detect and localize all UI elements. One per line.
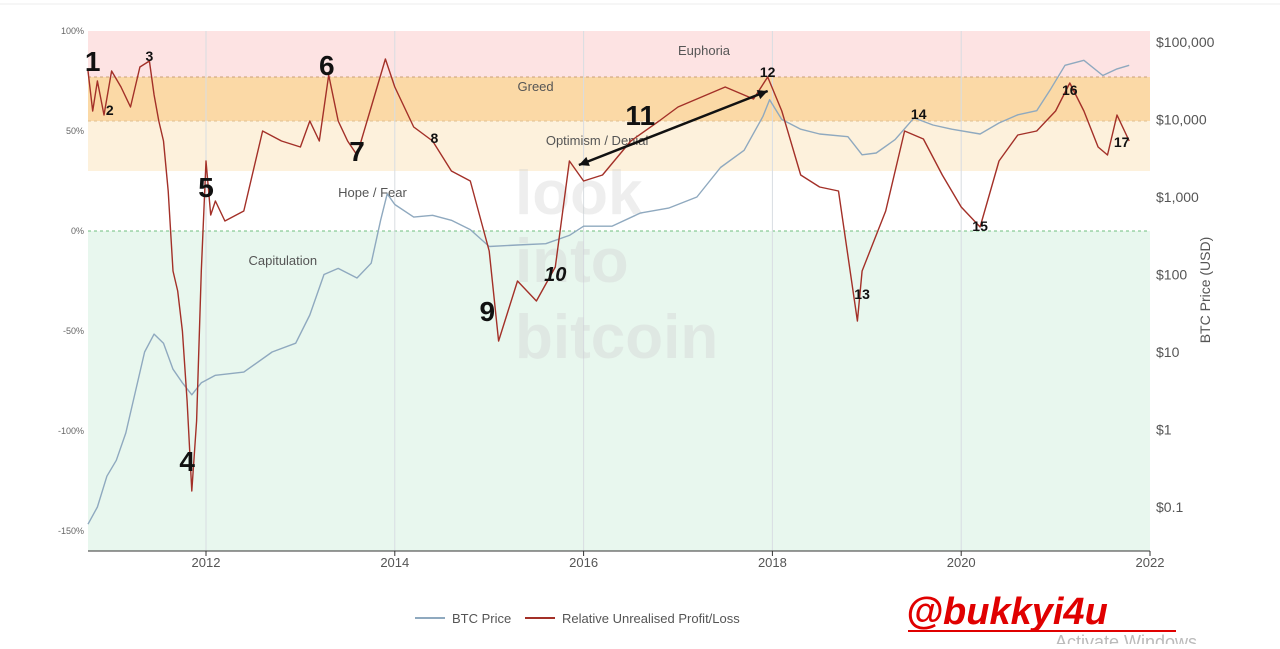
annotation-15: 15 xyxy=(972,218,988,234)
zone-band-0 xyxy=(88,31,1150,77)
zone-label-1: Greed xyxy=(518,79,554,94)
y-right-tick-label-1: $10,000 xyxy=(1156,112,1207,128)
zone-label-3: Hope / Fear xyxy=(338,185,407,200)
y-right-tick-label-2: $1,000 xyxy=(1156,189,1199,205)
series-line-0 xyxy=(87,59,1130,525)
annotation-7: 7 xyxy=(349,136,365,167)
y-right-tick-label-3: $100 xyxy=(1156,267,1187,283)
x-tick-label-3: 2018 xyxy=(758,555,787,570)
annotation-6: 6 xyxy=(319,50,335,81)
y-left-tick-label-4: -100% xyxy=(58,426,84,436)
x-tick-label-1: 2014 xyxy=(380,555,409,570)
annotation-5: 5 xyxy=(198,172,214,203)
annotation-3: 3 xyxy=(145,48,153,64)
y-left-tick-label-2: 0% xyxy=(71,226,84,236)
y-left-tick-label-3: -50% xyxy=(63,326,84,336)
zone-band-1 xyxy=(88,77,1150,121)
legend-label-1: Relative Unrealised Profit/Loss xyxy=(562,611,740,626)
y2-axis-title: BTC Price (USD) xyxy=(1197,237,1213,344)
annotation-arrow-head-start xyxy=(578,156,590,166)
annotation-arrow-head-end xyxy=(756,90,768,100)
y-left-tick-label-1: 50% xyxy=(66,126,84,136)
annotation-11: 11 xyxy=(625,100,655,131)
watermark-line-1: look xyxy=(515,159,643,228)
y-right-tick-label-6: $0.1 xyxy=(1156,499,1183,515)
annotation-17: 17 xyxy=(1114,134,1130,150)
annotation-16: 16 xyxy=(1062,82,1078,98)
annotation-9: 9 xyxy=(480,296,496,327)
annotation-12: 12 xyxy=(760,64,776,80)
y-right-tick-label-5: $1 xyxy=(1156,422,1172,438)
series-line-1 xyxy=(87,58,1130,492)
annotation-13: 13 xyxy=(854,286,870,302)
zone-label-4: Capitulation xyxy=(248,253,317,268)
y-right-tick-label-4: $10 xyxy=(1156,344,1180,360)
annotation-1: 1 xyxy=(85,46,101,77)
annotation-14: 14 xyxy=(911,106,927,122)
zone-band-2 xyxy=(88,121,1150,171)
zone-band-4 xyxy=(88,231,1150,551)
annotation-8: 8 xyxy=(431,130,439,146)
watermark-line-2: into xyxy=(515,227,629,296)
annotation-2: 2 xyxy=(106,102,114,118)
zone-label-2: Optimism / Denial xyxy=(546,133,649,148)
zone-band-3 xyxy=(88,171,1150,231)
x-tick-label-0: 2012 xyxy=(192,555,221,570)
activate-windows-overlay: Activate Windows xyxy=(1055,632,1197,644)
x-tick-label-2: 2016 xyxy=(569,555,598,570)
y-right-tick-label-0: $100,000 xyxy=(1156,34,1215,50)
annotation-10: 10 xyxy=(544,264,566,286)
zone-label-0: Euphoria xyxy=(678,43,731,58)
x-tick-label-5: 2022 xyxy=(1136,555,1165,570)
author-handle: @bukkyi4u xyxy=(906,591,1108,633)
annotation-4: 4 xyxy=(179,446,195,477)
x-tick-label-4: 2020 xyxy=(947,555,976,570)
y-left-tick-label-5: -150% xyxy=(58,526,84,536)
watermark-line-3: bitcoin xyxy=(515,303,718,372)
annotation-arrow-line xyxy=(578,89,769,167)
y-left-tick-label-0: 100% xyxy=(61,26,84,36)
legend-label-0: BTC Price xyxy=(452,611,511,626)
